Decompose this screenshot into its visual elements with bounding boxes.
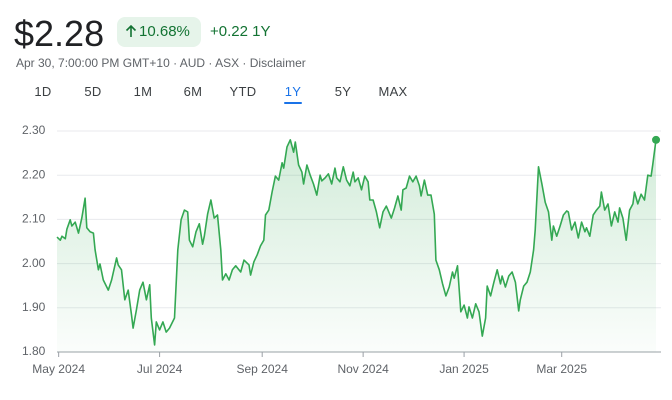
x-tick-label: Jul 2024 xyxy=(137,362,183,376)
y-tick-label: 2.30 xyxy=(22,123,46,137)
y-tick-label: 2.20 xyxy=(22,167,46,181)
x-tick-label: Sep 2024 xyxy=(236,362,288,376)
change: +0.22 1Y xyxy=(210,23,271,40)
up-arrow xyxy=(125,24,137,37)
price-line xyxy=(56,139,657,346)
price: $2.28 xyxy=(14,13,105,54)
range-tab[interactable]: MAX xyxy=(378,84,408,99)
y-tick-label: 2.00 xyxy=(22,256,46,270)
area xyxy=(57,139,656,352)
range-tab[interactable]: 1M xyxy=(133,84,153,99)
range-tab[interactable]: 6M xyxy=(183,84,203,99)
subline: Apr 30, 7:00:00 PM GMT+10 · AUD · ASX · … xyxy=(16,56,306,70)
x-tick-label: Mar 2025 xyxy=(536,362,587,376)
change-badge: 10.68% xyxy=(117,17,201,47)
last-point xyxy=(652,135,661,144)
range-tab[interactable]: 5D xyxy=(84,84,102,99)
change-percent: 10.68% xyxy=(139,23,190,40)
y-tick-label: 1.90 xyxy=(22,300,46,314)
range-tab[interactable]: 1D xyxy=(34,84,52,99)
range-tab[interactable]: 1Y xyxy=(268,82,318,104)
x-tick-label: Nov 2024 xyxy=(337,362,389,376)
x-tick-label: Jan 2025 xyxy=(439,362,489,376)
range-tabs: 1D 5D 1M 6M YTD 1Y 5Y MAX xyxy=(18,82,418,104)
x-tick-label: May 2024 xyxy=(32,362,85,376)
y-tick-label: 2.10 xyxy=(22,212,46,226)
range-tab[interactable]: YTD xyxy=(229,84,257,99)
y-tick-label: 1.80 xyxy=(22,344,46,358)
range-tab[interactable]: 5Y xyxy=(334,84,352,99)
